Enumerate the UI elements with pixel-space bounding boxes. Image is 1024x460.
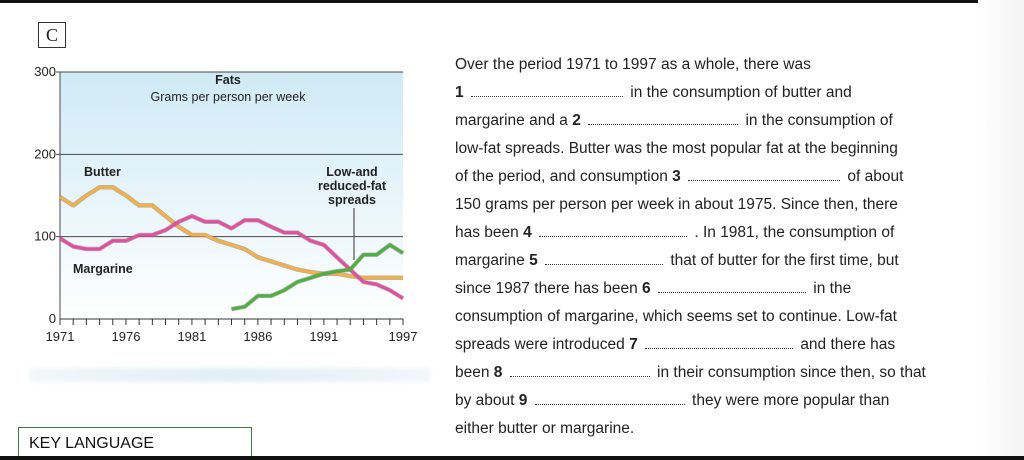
gap-blank-5[interactable] [545, 252, 664, 265]
passage-line-7: has been 4 . In 1981, the consumption of [455, 224, 895, 241]
grid-lines [56, 71, 403, 238]
gap-number-1: 1 [455, 84, 464, 101]
chart-title: Fats [215, 73, 241, 87]
passage-line-3: margarine and a 2 in the consumption of [455, 112, 893, 129]
y-tick-label-300: 300 [34, 64, 56, 79]
passage-line-10: consumption of margarine, which seems se… [455, 308, 897, 325]
gap-blank-6[interactable] [657, 280, 806, 293]
passage-line-11: spreads were introduced 7 and there has [455, 336, 896, 353]
chart-subtitle: Grams per person per week [151, 90, 307, 104]
series-label-spreads-3: spreads [328, 193, 376, 207]
series-line-butter [59, 185, 403, 280]
gap-blank-3[interactable] [688, 168, 841, 181]
series-line-low-and-reduced-fat-spreads [231, 243, 404, 311]
gap-number-8: 8 [493, 364, 503, 381]
gap-number-9: 9 [518, 392, 528, 409]
x-tick-label-1976: 1976 [112, 329, 141, 344]
gap-blank-4[interactable] [539, 224, 688, 237]
y-tick-label-0: 0 [49, 311, 56, 326]
blurred-strip [30, 368, 430, 382]
gap-number-2: 2 [572, 112, 581, 129]
gap-blank-7[interactable] [645, 336, 793, 349]
gap-blank-8[interactable] [509, 364, 650, 377]
gap-number-7: 7 [629, 336, 638, 353]
passage-line-9: since 1987 there has been 6 in the [455, 280, 852, 297]
gap-blank-9[interactable] [534, 392, 685, 405]
passage-line-5: of the period, and consumption 3 of abou… [455, 168, 904, 185]
passage-line-4: low-fat spreads. Butter was the most pop… [455, 140, 898, 157]
x-tick-label-1971: 1971 [46, 329, 75, 344]
key-language-box: KEY LANGUAGE [18, 427, 252, 458]
plot-background [60, 72, 403, 319]
series-label-spreads-2: reduced-fat [318, 179, 387, 193]
gap-blank-1[interactable] [470, 84, 623, 97]
x-tick-label-1991: 1991 [309, 329, 338, 344]
passage-line-14: either butter or margarine. [455, 420, 635, 437]
gap-blank-2[interactable] [588, 112, 739, 125]
y-tick-label-100: 100 [34, 229, 56, 244]
gap-number-6: 6 [642, 280, 651, 297]
gap-number-5: 5 [529, 252, 538, 269]
axes [59, 72, 404, 325]
series-label-margarine: Margarine [73, 262, 133, 276]
y-tick-label-200: 200 [34, 146, 56, 161]
gap-number-3: 3 [672, 168, 681, 185]
series-label-spreads-1: Low-and [326, 165, 377, 179]
passage-line-2: 1 in the consumption of butter and [455, 84, 852, 101]
y-tick-labels: 0 100 200 300 [34, 64, 56, 326]
x-tick-label-1981: 1981 [177, 329, 206, 344]
key-language-label: KEY LANGUAGE [29, 435, 155, 452]
gap-number-4: 4 [523, 224, 532, 241]
x-tick-labels: 1971 1976 1981 1986 1991 1997 [46, 329, 418, 344]
x-tick-label-1997: 1997 [389, 329, 418, 344]
passage-line-12: been 8 in their consumption since then, … [455, 364, 926, 381]
x-tick-label-1986: 1986 [243, 329, 272, 344]
section-letter: C [38, 22, 66, 48]
top-rule [0, 0, 1024, 3]
series-lines [58, 185, 405, 312]
series-label-butter: Butter [84, 165, 121, 179]
passage-line-13: by about 9 they were more popular than [455, 392, 890, 409]
passage-line-6: 150 grams per person per week in about 1… [455, 196, 898, 213]
bottom-rule [0, 456, 1024, 460]
passage-line-1: Over the period 1971 to 1997 as a whole,… [455, 56, 811, 73]
page-edge-shade [978, 0, 1024, 460]
passage-line-8: margarine 5 that of butter for the first… [455, 252, 899, 269]
fats-line-chart: 0 100 200 300 1971 1976 1981 1986 1991 1997 Fats… [34, 64, 418, 344]
series-line-margarine [59, 214, 404, 300]
